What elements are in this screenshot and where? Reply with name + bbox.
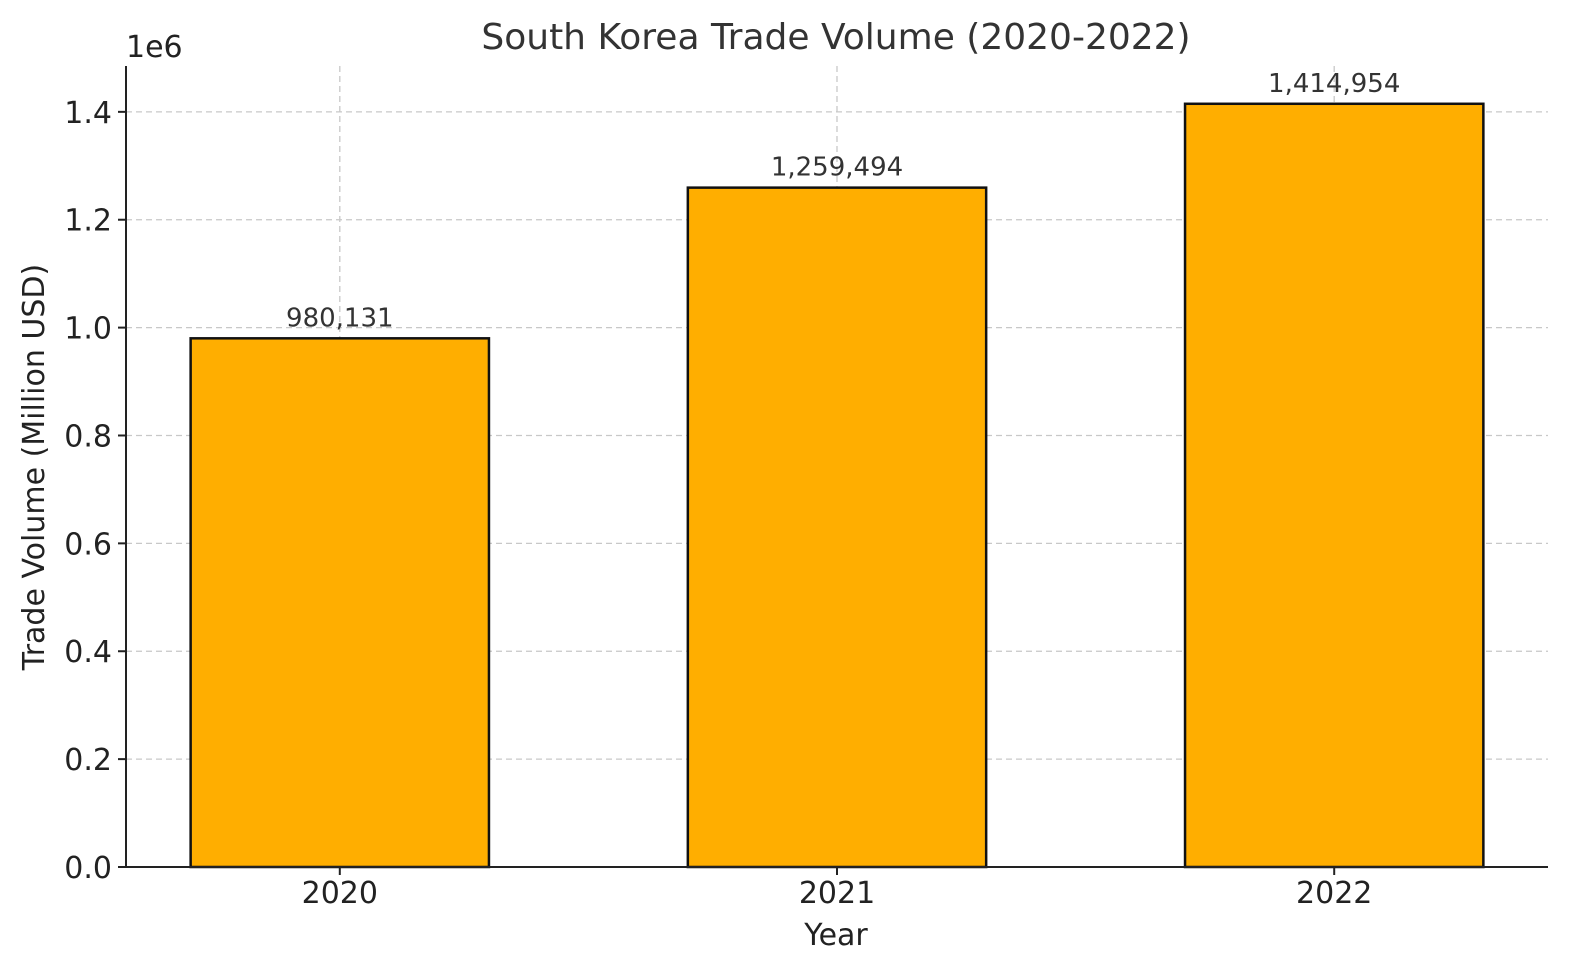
x-tick-label: 2022 xyxy=(1296,876,1372,911)
x-axis-title: Year xyxy=(803,918,868,953)
y-tick-label: 0.6 xyxy=(64,527,112,562)
bar-2021 xyxy=(686,186,988,869)
x-tick-label: 2020 xyxy=(302,876,378,911)
x-tick-label: 2021 xyxy=(799,876,875,911)
y-axis-offset-label: 1e6 xyxy=(126,30,183,65)
y-tick-label: 1.2 xyxy=(64,204,112,239)
y-tick-label: 0.0 xyxy=(64,851,112,886)
bars-layer xyxy=(189,102,1485,869)
data-label-2020: 980,131 xyxy=(286,303,394,333)
data-label-2021: 1,259,494 xyxy=(771,153,903,183)
y-tick-label: 0.4 xyxy=(64,635,112,670)
bar-2020 xyxy=(189,337,491,869)
y-tick-label: 0.8 xyxy=(64,419,112,454)
ticks-layer: 0.0 0.2 0.4 0.6 0.8 1.0 1.2 1.4 2020 2021 2022 xyxy=(64,96,1372,911)
chart-title: South Korea Trade Volume (2020-2022) xyxy=(481,17,1190,58)
bar-2022 xyxy=(1183,102,1485,869)
data-label-2022: 1,414,954 xyxy=(1268,69,1400,99)
y-tick-label: 1.4 xyxy=(64,96,112,131)
y-tick-label: 0.2 xyxy=(64,743,112,778)
y-tick-label: 1.0 xyxy=(64,312,112,347)
data-labels-layer: 980,131 1,259,494 1,414,954 xyxy=(286,69,1400,334)
y-axis-title: Trade Volume (Million USD) xyxy=(17,264,52,671)
